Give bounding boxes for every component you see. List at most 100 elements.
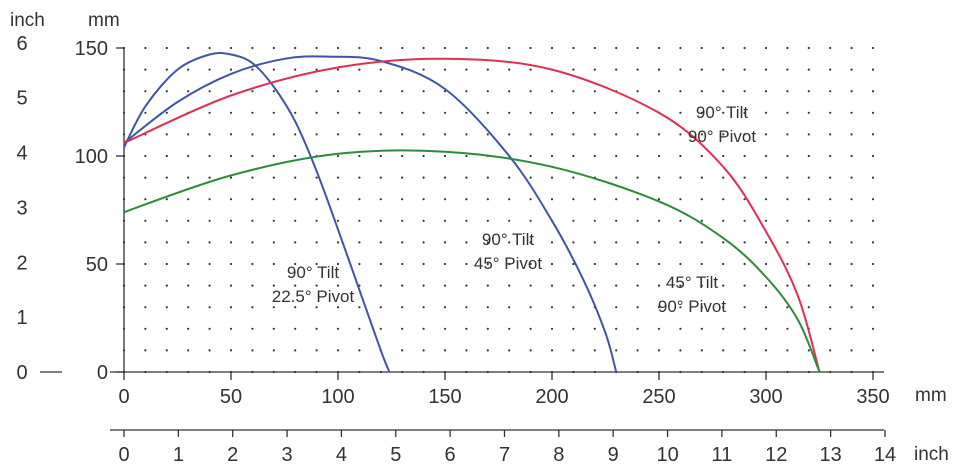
grid-dot	[657, 46, 661, 50]
grid-dot	[764, 262, 768, 266]
grid-dot	[465, 284, 468, 287]
grid-dot	[165, 262, 168, 266]
grid-dot	[229, 262, 233, 266]
grid-dot	[401, 90, 404, 93]
grid-dot	[165, 284, 168, 287]
grid-dot	[144, 241, 147, 244]
grid-dot	[401, 176, 404, 179]
grid-dot	[401, 154, 404, 158]
grid-dot	[144, 327, 147, 330]
y-inch-tick-label: 1	[16, 307, 27, 329]
grid-dot	[764, 133, 768, 136]
series-label: 90° Pivot	[658, 297, 727, 316]
grid-dot	[615, 111, 618, 114]
grid-dot	[743, 90, 746, 93]
grid-dot	[850, 111, 853, 114]
grid-dot	[700, 111, 703, 114]
grid-dot	[529, 111, 532, 114]
grid-dot	[422, 284, 425, 287]
grid-dot	[443, 154, 447, 158]
grid-dot	[786, 154, 789, 158]
grid-dot	[657, 349, 661, 352]
grid-dot	[550, 241, 554, 244]
grid-dot	[636, 349, 639, 352]
grid-dot	[294, 90, 297, 93]
grid-dot	[550, 90, 554, 93]
series-line	[123, 55, 618, 373]
x-mm-tick-label: 50	[220, 386, 242, 408]
grid-dot	[187, 262, 190, 266]
grid-dot	[508, 284, 511, 287]
grid-dot	[144, 198, 147, 201]
grid-dot	[615, 284, 618, 287]
grid-dot	[550, 154, 554, 158]
grid-dot	[807, 262, 810, 266]
grid-dot	[722, 241, 725, 244]
grid-dot	[572, 46, 575, 50]
x-mm-tick-label: 250	[642, 386, 675, 408]
grid-dot	[165, 176, 168, 179]
grid-dot	[379, 241, 382, 244]
grid-dot	[743, 198, 746, 201]
grid-dot	[422, 133, 425, 136]
grid-dot	[486, 306, 489, 309]
grid-dot	[165, 327, 168, 330]
grid-dot	[379, 219, 382, 222]
grid-dot	[764, 284, 768, 287]
grid-dot	[807, 176, 810, 179]
grid-dot	[229, 133, 233, 136]
grid-dot	[764, 198, 768, 201]
grid-dot	[850, 219, 853, 222]
y-inch-tick-label: 0	[16, 362, 27, 384]
x-inch-tick-label: 3	[282, 444, 293, 466]
x-inch-tick-label: 5	[390, 444, 401, 466]
grid-dot	[508, 176, 511, 179]
grid-dot	[486, 176, 489, 179]
grid-dot	[294, 241, 297, 244]
grid-dot	[550, 262, 554, 266]
grid-dot	[786, 46, 789, 50]
x-inch-tick-label: 8	[553, 444, 564, 466]
grid-dot	[615, 154, 618, 158]
grid-dot	[829, 133, 832, 136]
grid-dot	[871, 262, 875, 266]
grid-dot	[272, 133, 275, 136]
grid-dot	[722, 198, 725, 201]
grid-dot	[315, 176, 318, 179]
grid-dot	[379, 284, 382, 287]
grid-dot	[443, 306, 447, 309]
grid-dot	[165, 133, 168, 136]
x-mm-tick-label: 150	[428, 386, 461, 408]
grid-dot	[636, 176, 639, 179]
grid-dot	[657, 262, 661, 266]
grid-dot	[807, 241, 810, 244]
grid-dot	[315, 90, 318, 93]
grid-dot	[486, 262, 489, 266]
grid-dot	[165, 219, 168, 222]
grid-dot	[379, 90, 382, 93]
grid-dot	[636, 219, 639, 222]
grid-dot	[700, 176, 703, 179]
grid-dot	[358, 133, 361, 136]
grid-dot	[550, 176, 554, 179]
grid-dot	[615, 327, 618, 330]
grid-dot	[401, 219, 404, 222]
grid-dot	[379, 133, 382, 136]
grid-dot	[187, 327, 190, 330]
grid-dot	[657, 198, 661, 201]
grid-dot	[508, 46, 511, 50]
grid-dot	[465, 327, 468, 330]
x-mm-tick-label: 350	[856, 386, 889, 408]
grid-dot	[743, 219, 746, 222]
grid-dot	[165, 90, 168, 93]
grid-dot	[465, 262, 468, 266]
grid-dot	[358, 306, 361, 309]
grid-dot	[379, 46, 382, 50]
grid-dot	[508, 133, 511, 136]
grid-dot	[850, 241, 853, 244]
grid-dot	[508, 262, 511, 266]
grid-dot	[807, 219, 810, 222]
grid-dot	[294, 284, 297, 287]
grid-dot	[850, 46, 853, 50]
grid-dot	[315, 284, 318, 287]
